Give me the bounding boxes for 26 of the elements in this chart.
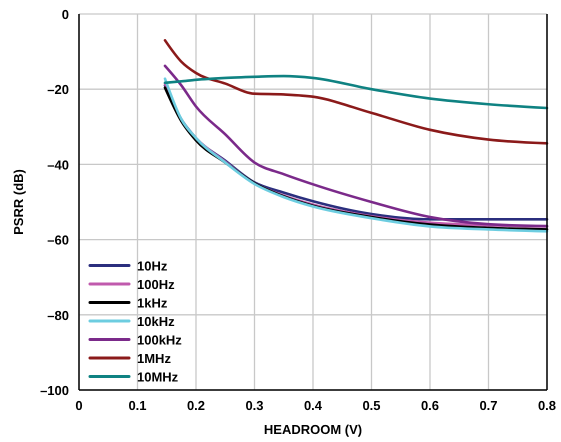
- legend-label: 1MHz: [137, 351, 172, 366]
- y-tick-label: –60: [47, 232, 69, 248]
- legend-label: 10MHz: [137, 370, 179, 384]
- x-axis-title: HEADROOM (V): [264, 422, 362, 437]
- line-series: [164, 39, 548, 145]
- x-tick-label: 0.3: [245, 398, 264, 413]
- y-tick-label: –100: [40, 383, 69, 398]
- x-tick-label: 0.6: [420, 398, 440, 413]
- legend-label: 1kHz: [137, 296, 168, 310]
- legend-label: 10Hz: [137, 258, 168, 274]
- line-series: [164, 74, 548, 110]
- y-tick-label: –20: [47, 82, 69, 98]
- x-tick-label: 0.2: [186, 398, 206, 413]
- x-tick-label: 0.5: [362, 398, 381, 413]
- legend-label: 100Hz: [137, 277, 176, 292]
- x-tick-label: 0.1: [128, 398, 147, 413]
- x-tick-label: 0: [75, 398, 83, 413]
- x-tick-label: 0.7: [479, 398, 498, 413]
- y-tick-label: 0: [62, 7, 69, 22]
- x-tick-label: 0.4: [304, 398, 323, 413]
- y-axis-title: PSRR (dB): [11, 169, 26, 235]
- legend-label: 100kHz: [137, 332, 182, 348]
- y-tick-label: –40: [47, 157, 69, 172]
- legend-label: 10kHz: [137, 314, 176, 329]
- y-tick-label: –80: [47, 308, 69, 323]
- x-tick-label: 0.8: [538, 398, 556, 413]
